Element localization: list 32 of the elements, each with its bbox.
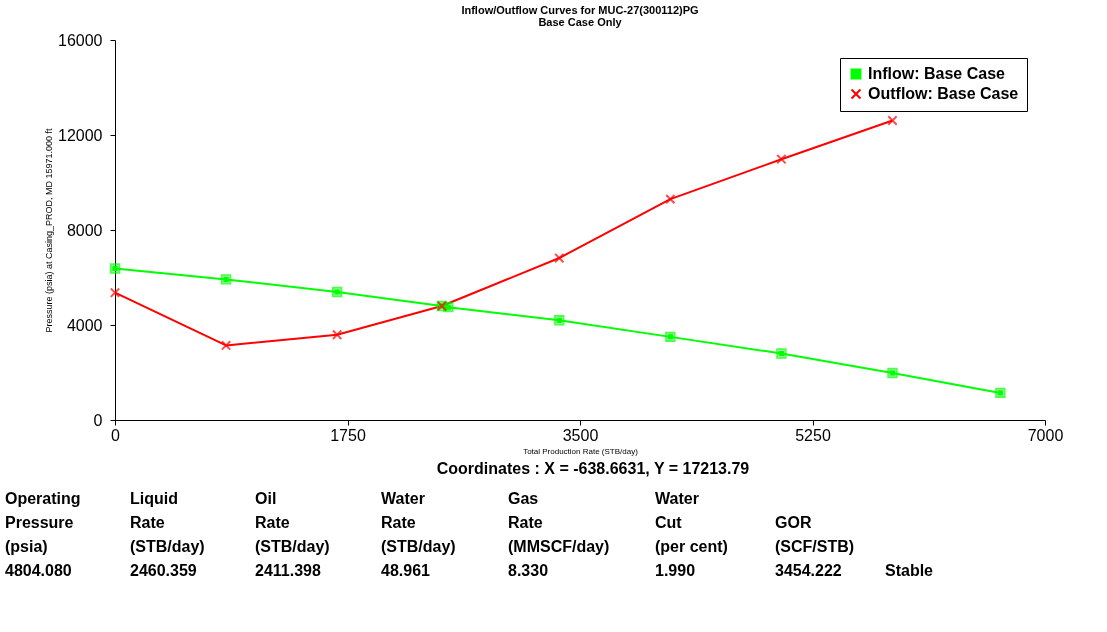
y-axis-title: Pressure (psia) at Casing_PROD, MD 15971.000 ft [44,127,55,333]
point [665,193,676,205]
point [776,154,787,165]
x-axis-title: Total Production Rate (STB/day) [523,446,639,456]
text: Stable [885,562,934,579]
chart-subtitle: Base Case Only [538,16,623,28]
x-tick-label: 1750 [330,426,366,444]
legend-label: Outflow: Base Case [868,85,1019,102]
point [887,115,898,126]
text: Liquid Rate (STB/day) 2460.359 [130,490,205,579]
text: Gas Rate (MMSCF/day) 8.330 [508,490,610,579]
y-tick-label: 4000 [66,316,103,334]
y-tick-label: 12000 [58,126,103,144]
y-tick-label: 16000 [58,31,103,49]
point [554,252,565,264]
point [109,287,121,298]
chart-title: Inflow/Outflow Curves for MUC-27(300112)PG [461,4,699,16]
legend-label: Inflow: Base Case [868,65,1006,82]
y-tick-label: 0 [93,411,103,429]
text: Water Rate (STB/day) 48.961 [381,490,456,579]
text: Operating Pressure (psia) 4804.080 [5,490,81,579]
x-tick-label: 7000 [1027,426,1064,444]
text: Oil Rate (STB/day) 2411.398 [255,490,330,579]
text: Water Cut (per cent) 1.990 [655,490,728,579]
text: GOR (SCF/STB) 3454.222 [775,514,855,579]
text: Coordinates : X = -638.6631, Y = 17213.79 [436,460,750,477]
x-tick-label: 5250 [795,426,831,444]
point [331,329,343,340]
y-tick-label: 8000 [66,221,103,239]
x-tick-label: 0 [111,426,121,444]
x-tick-label: 3500 [562,426,599,444]
point [220,340,232,351]
